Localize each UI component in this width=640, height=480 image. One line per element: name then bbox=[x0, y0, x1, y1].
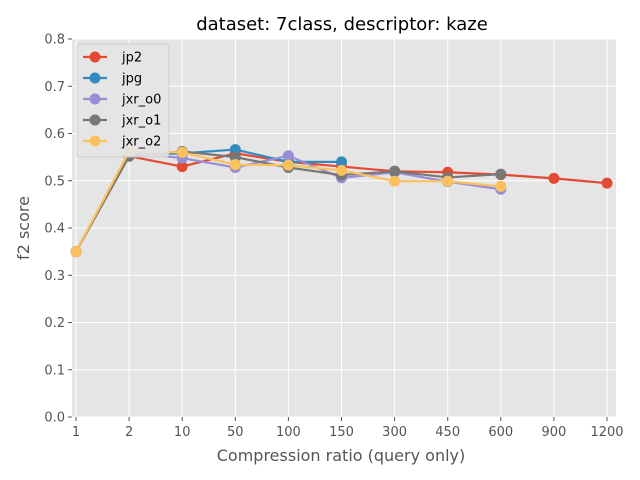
ticks: 0.0 0.1 0.2 0.3 0.4 0.5 0.6 0.7 0.8 1 2 10 50 100 150 3… bbox=[44, 33, 623, 441]
legend-marker bbox=[89, 93, 101, 105]
x-tick-label: 600 bbox=[488, 425, 513, 440]
y-tick-label: 0.1 bbox=[44, 363, 65, 378]
x-tick-label: 150 bbox=[329, 425, 354, 440]
x-tick-label: 2 bbox=[125, 425, 133, 440]
x-tick-label: 450 bbox=[435, 425, 460, 440]
data-point-jp2 bbox=[548, 172, 560, 184]
series-jxr_o2 bbox=[70, 145, 507, 258]
legend-marker bbox=[89, 51, 101, 63]
legend-label: jxr_o0 bbox=[121, 93, 161, 108]
data-point-jxr_o2 bbox=[336, 164, 347, 176]
x-tick-label: 50 bbox=[227, 425, 244, 440]
chart-title: dataset: 7class, descriptor: kaze bbox=[196, 14, 488, 35]
y-tick-label: 0.5 bbox=[44, 174, 65, 189]
data-point-jxr_o0 bbox=[282, 150, 294, 162]
data-point-jxr_o2 bbox=[70, 246, 82, 258]
x-tick-label: 1200 bbox=[590, 425, 623, 440]
data-point-jxr_o2 bbox=[229, 159, 241, 171]
y-tick-label: 0.4 bbox=[44, 222, 65, 237]
legend-item-jp2: jp2 bbox=[83, 51, 142, 66]
y-tick-label: 0.8 bbox=[44, 33, 65, 48]
y-tick-label: 0.2 bbox=[44, 316, 65, 331]
legend-label: jp2 bbox=[121, 51, 142, 66]
data-point-jxr_o1 bbox=[389, 165, 401, 177]
data-point-jxr_o1 bbox=[229, 151, 241, 163]
legend-marker bbox=[89, 72, 101, 84]
x-tick-label: 300 bbox=[382, 425, 407, 440]
legend-item-jxr_o2: jxr_o2 bbox=[83, 135, 161, 150]
legend-label: jxr_o2 bbox=[121, 135, 161, 150]
x-tick-label: 900 bbox=[541, 425, 566, 440]
data-point-jp2 bbox=[601, 177, 613, 189]
data-point-jxr_o2 bbox=[282, 159, 294, 171]
x-tick-label: 10 bbox=[174, 425, 191, 440]
data-point-jxr_o2 bbox=[389, 175, 401, 187]
legend-box bbox=[76, 43, 170, 158]
data-point-jxr_o2 bbox=[442, 175, 454, 187]
x-axis-label: Compression ratio (query only) bbox=[217, 446, 465, 465]
data-point-jpg bbox=[229, 144, 241, 156]
x-tick-label: 100 bbox=[276, 425, 301, 440]
legend-item-jxr_o0: jxr_o0 bbox=[83, 93, 161, 108]
data-point-jxr_o1 bbox=[495, 168, 507, 180]
x-tick-label: 1 bbox=[72, 425, 80, 440]
data-point-jxr_o2 bbox=[495, 180, 507, 192]
legend-item-jxr_o1: jxr_o1 bbox=[83, 114, 161, 129]
data-point-jp2 bbox=[176, 161, 188, 173]
y-axis-label: f2 score bbox=[14, 196, 33, 260]
y-tick-label: 0.6 bbox=[44, 127, 65, 142]
legend-label: jpg bbox=[121, 72, 142, 87]
y-tick-label: 0.0 bbox=[44, 411, 65, 426]
y-tick-label: 0.3 bbox=[44, 269, 65, 284]
y-tick-label: 0.7 bbox=[44, 80, 65, 95]
legend-item-jpg: jpg bbox=[83, 72, 142, 87]
legend-label: jxr_o1 bbox=[121, 114, 161, 129]
legend-marker bbox=[89, 114, 101, 126]
data-point-jxr_o2 bbox=[176, 146, 188, 158]
legend: jp2 jpg jxr_o0 jxr_o1 jxr_o2 bbox=[76, 43, 170, 158]
data-point-jpg bbox=[336, 156, 347, 168]
legend-marker bbox=[89, 135, 101, 147]
